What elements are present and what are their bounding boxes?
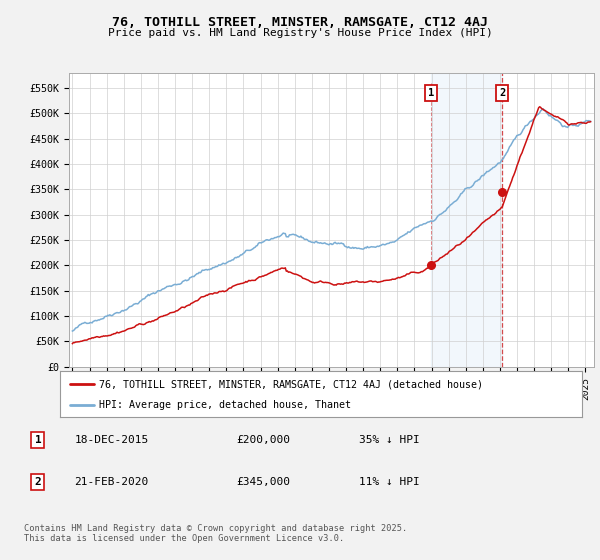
Text: 76, TOTHILL STREET, MINSTER, RAMSGATE, CT12 4AJ (detached house): 76, TOTHILL STREET, MINSTER, RAMSGATE, C… [99,379,483,389]
Text: 35% ↓ HPI: 35% ↓ HPI [359,435,419,445]
Text: Contains HM Land Registry data © Crown copyright and database right 2025.
This d: Contains HM Land Registry data © Crown c… [24,524,407,543]
Text: 76, TOTHILL STREET, MINSTER, RAMSGATE, CT12 4AJ: 76, TOTHILL STREET, MINSTER, RAMSGATE, C… [112,16,488,29]
Text: HPI: Average price, detached house, Thanet: HPI: Average price, detached house, Than… [99,400,351,410]
Text: 18-DEC-2015: 18-DEC-2015 [74,435,148,445]
Bar [431,73,502,367]
Text: 1: 1 [35,435,41,445]
Text: 11% ↓ HPI: 11% ↓ HPI [359,477,419,487]
Text: £345,000: £345,000 [236,477,290,487]
Text: 1: 1 [428,88,434,98]
Text: Price paid vs. HM Land Registry's House Price Index (HPI): Price paid vs. HM Land Registry's House … [107,28,493,38]
Text: 2: 2 [35,477,41,487]
Text: 21-FEB-2020: 21-FEB-2020 [74,477,148,487]
Text: £200,000: £200,000 [236,435,290,445]
Text: 2: 2 [499,88,505,98]
